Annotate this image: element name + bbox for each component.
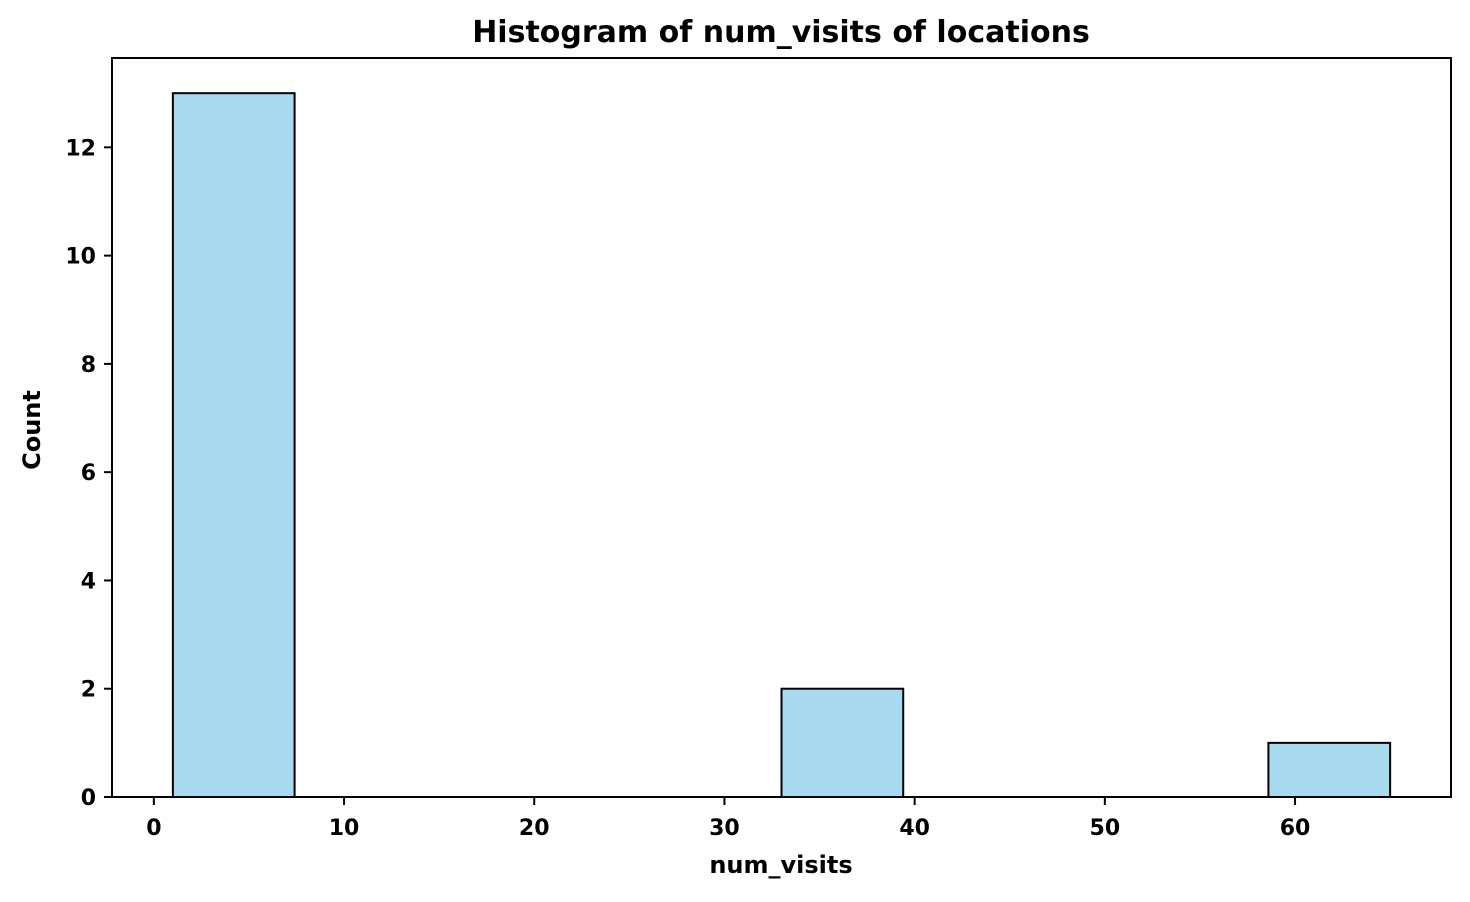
- y-tick-label-8: 8: [81, 353, 96, 378]
- x-tick-label-0: 0: [146, 816, 161, 841]
- x-tick-label-60: 60: [1280, 816, 1311, 841]
- y-tick-label-10: 10: [65, 245, 96, 270]
- histogram-bar-0: [171, 92, 296, 798]
- x-tick-label-40: 40: [899, 816, 930, 841]
- x-tick-label-20: 20: [519, 816, 550, 841]
- x-tick-label-10: 10: [329, 816, 360, 841]
- y-axis-ticks: 0 2 4 6 8 10 12: [65, 136, 112, 811]
- y-tick-label-0: 0: [81, 786, 96, 811]
- y-tick-label-6: 6: [81, 461, 96, 486]
- x-axis-ticks: 0 10 20 30 40 50 60: [146, 797, 1310, 841]
- x-axis-label: num_visits: [709, 851, 852, 879]
- y-tick-label-4: 4: [81, 569, 96, 594]
- plot-frame: [111, 57, 1452, 798]
- chart-title: Histogram of num_visits of locations: [472, 15, 1090, 50]
- x-tick-label-50: 50: [1090, 816, 1121, 841]
- y-tick-label-12: 12: [65, 136, 96, 161]
- bars-layer: [171, 92, 1392, 799]
- y-axis-label: Count: [18, 390, 46, 470]
- histogram-bar-5: [780, 687, 905, 799]
- histogram-bar-9: [1267, 741, 1392, 798]
- x-tick-label-30: 30: [709, 816, 740, 841]
- y-tick-label-2: 2: [81, 678, 96, 703]
